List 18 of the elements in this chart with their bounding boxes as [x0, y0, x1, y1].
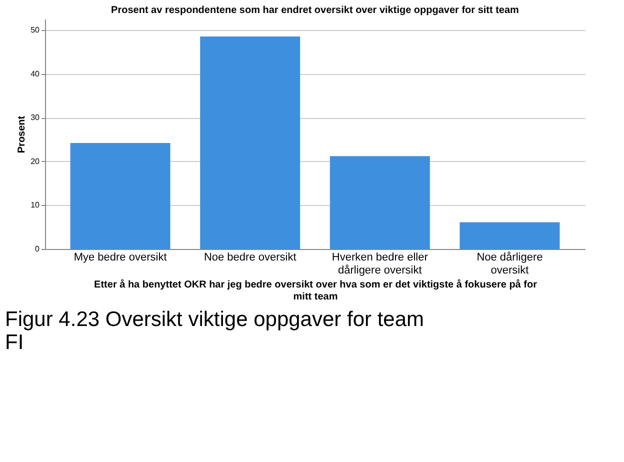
- y-tick-label: 30: [30, 113, 40, 122]
- text: Figur 4.23 Oversikt viktige oppgaver for team FI: [5, 308, 424, 354]
- y-tick-label: 40: [30, 69, 40, 78]
- x-axis-title: Etter å ha benyttet OKR har jeg bedre oversikt over hva som er det viktigste å fokusere på for mitt team: [94, 278, 538, 302]
- x-tick-label: Hverken bedre eller dårligere oversikt: [332, 252, 428, 276]
- y-tick-label: 10: [30, 200, 40, 210]
- bar: [460, 222, 560, 249]
- bar: [70, 142, 170, 249]
- x-tick-label: Mye bedre oversikt: [74, 252, 167, 264]
- x-tick-label: Noe bedre oversikt: [204, 252, 296, 264]
- y-tick-label: 0: [35, 244, 40, 254]
- bar: [200, 36, 300, 249]
- bar: [330, 156, 430, 249]
- y-tick-label: 50: [30, 25, 40, 34]
- x-tick-label: Noe dårligere oversikt: [476, 252, 543, 276]
- y-tick-label: 20: [30, 156, 40, 166]
- y-axis-title: Prosent: [16, 115, 28, 154]
- chart-title: Prosent av respondentene som har endret oversikt over viktige oppgaver for sitt team: [111, 5, 520, 16]
